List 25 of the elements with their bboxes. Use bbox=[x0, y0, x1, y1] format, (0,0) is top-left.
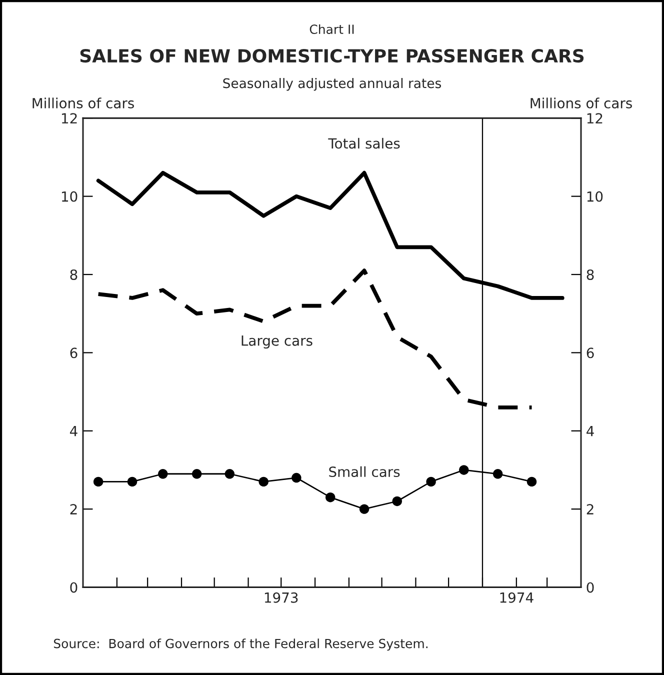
y2-tick-label: 4 bbox=[586, 426, 594, 436]
series-label: Large cars bbox=[242, 336, 312, 349]
y-tick-label: 12 bbox=[62, 113, 77, 124]
chart-title: SALES OF NEW DOMESTIC-TYPE PASSENGER CARS bbox=[80, 48, 584, 63]
y2-tick-label: 8 bbox=[586, 269, 594, 280]
y2-tick-label: 6 bbox=[586, 348, 594, 358]
y2-axis-title: Millions of cars bbox=[530, 98, 632, 108]
y-tick-label: 6 bbox=[70, 348, 78, 358]
y-tick-label: 8 bbox=[70, 269, 78, 280]
text: Chart II bbox=[310, 24, 354, 34]
y-axis-title: Millions of cars bbox=[32, 98, 134, 108]
y-tick-label: 2 bbox=[70, 504, 77, 514]
source-note: Source: Board of Governors of the Federal Reserve System. bbox=[54, 638, 428, 651]
y2-tick-label: 0 bbox=[586, 582, 594, 593]
y2-tick-label: 10 bbox=[587, 191, 603, 202]
y2-tick-label: 2 bbox=[586, 504, 594, 514]
x-tick-label: 1974 bbox=[500, 592, 534, 603]
y-tick-label: 4 bbox=[70, 426, 78, 436]
y-tick-label: 10 bbox=[62, 191, 78, 202]
chart-subtitle: Seasonally adjusted annual rates bbox=[223, 78, 442, 91]
y-tick-label: 0 bbox=[70, 582, 78, 593]
y2-tick-label: 12 bbox=[587, 113, 602, 124]
text: Total sales bbox=[328, 138, 400, 149]
series-label: Small cars bbox=[329, 466, 400, 478]
x-tick-label: 1973 bbox=[264, 592, 298, 603]
